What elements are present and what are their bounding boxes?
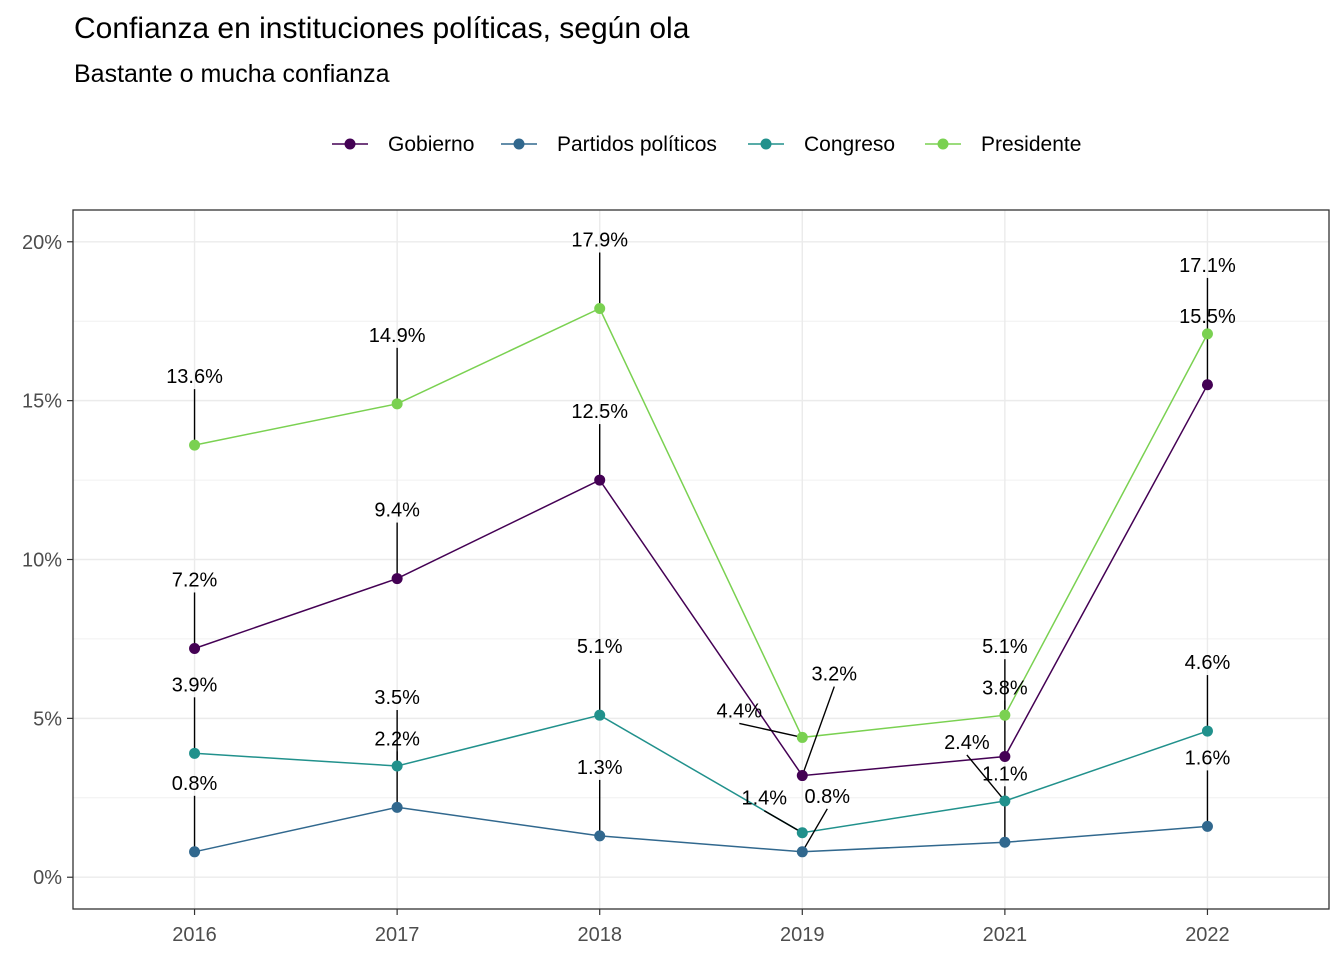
x-tick-label: 2018 [577,924,622,946]
data-label: 13.6% [166,366,223,388]
x-tick-label: 2019 [780,924,825,946]
data-label: 2.4% [944,732,990,754]
legend-label: Partidos políticos [557,133,717,156]
y-tick-label: 20% [22,232,62,254]
data-point [391,573,403,585]
data-point [189,846,201,858]
y-tick-label: 0% [33,867,62,889]
data-label: 9.4% [374,500,420,522]
x-tick-label: 2016 [172,924,217,946]
series-lines [194,307,1209,853]
label-leaders [193,252,1209,853]
legend-key-point [760,138,772,150]
data-point [391,801,403,813]
data-label: 15.5% [1179,306,1236,328]
gridlines [73,210,1329,909]
data-point [189,439,201,451]
chart-subtitle: Bastante o mucha confianza [74,60,390,88]
data-point [1201,379,1213,391]
label-leader [801,686,835,776]
data-label: 0.8% [804,786,850,808]
data-point [1201,820,1213,832]
series-line-3 [194,307,1209,739]
data-point [594,474,606,486]
data-point [999,709,1011,721]
data-label: 1.4% [741,788,787,810]
data-label: 2.2% [374,728,420,750]
data-point [796,770,808,782]
chart-title: Confianza en instituciones políticas, se… [74,12,690,45]
x-tick-label: 2017 [375,924,420,946]
data-label: 5.1% [982,636,1028,658]
y-axis: 0% 5% 10% 15% 20% [22,232,73,889]
data-label: 14.9% [369,325,426,347]
data-label: 1.1% [982,763,1028,785]
legend-key-point [344,138,356,150]
data-label: 17.9% [571,229,628,251]
data-label: 5.1% [577,636,623,658]
series-line-2 [194,714,1208,834]
label-leader [763,810,803,834]
data-label: 1.6% [1185,747,1231,769]
plot-frame [72,209,1330,910]
label-leader [801,808,828,853]
data-label: 3.9% [172,674,218,696]
data-point [1201,328,1213,340]
data-label: 4.4% [716,700,762,722]
data-label: 3.5% [374,687,420,709]
y-tick-label: 10% [22,550,62,572]
data-point [189,642,201,654]
legend-label: Gobierno [388,133,474,156]
data-point [796,731,808,743]
data-label: 3.8% [982,677,1028,699]
series-line-1 [194,806,1208,853]
legend: Gobierno Partidos políticos Congreso Presid… [332,133,1081,156]
data-point [796,846,808,858]
legend-key-point [513,138,525,150]
data-point [999,836,1011,848]
y-tick-label: 5% [33,708,62,730]
data-label: 1.3% [577,757,623,779]
data-labels: 7.2% 9.4% 12.5% 3.2% 3.8% 15.5% 0.8% 2.2% 1.3% 0.… [166,229,1236,809]
x-tick-label: 2021 [983,924,1028,946]
label-leader [966,754,1006,802]
data-label: 3.2% [811,664,857,686]
x-axis: 2016 2017 2018 2019 2021 2022 [172,909,1230,946]
data-point [594,709,606,721]
data-label: 12.5% [571,401,628,423]
data-point [594,302,606,314]
legend-label: Congreso [804,133,895,156]
legend-label: Presidente [981,133,1081,156]
data-point [594,830,606,842]
data-point [999,750,1011,762]
data-point [391,760,403,772]
data-point [999,795,1011,807]
data-point [189,747,201,759]
data-points [189,302,1213,858]
legend-key-point [937,138,949,150]
series-line-0 [194,384,1209,777]
data-label: 17.1% [1179,255,1236,277]
data-point [796,827,808,839]
data-label: 7.2% [172,569,218,591]
data-label: 0.8% [172,773,218,795]
label-leader [739,722,803,739]
y-tick-label: 15% [22,391,62,413]
data-point [1201,725,1213,737]
data-point [391,398,403,410]
data-label: 4.6% [1185,652,1231,674]
x-tick-label: 2022 [1185,924,1230,946]
